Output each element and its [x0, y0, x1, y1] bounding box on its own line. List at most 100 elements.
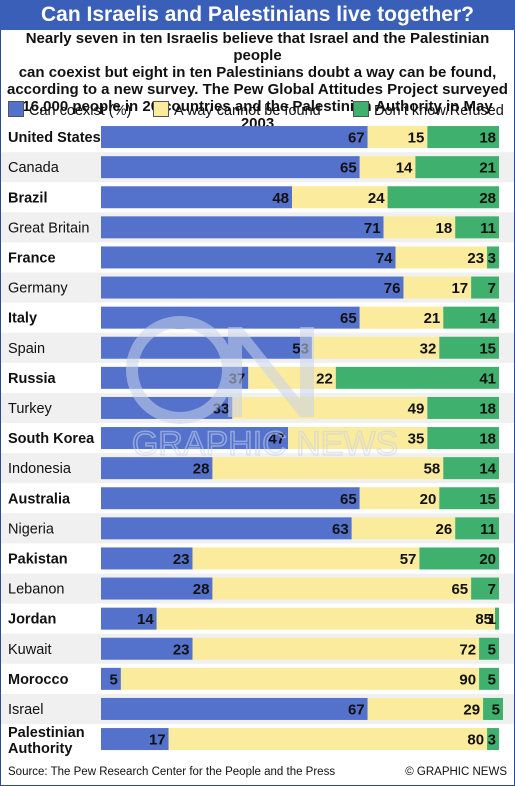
- bar-segment-cannot: [156, 607, 496, 630]
- data-label: 5: [488, 641, 496, 658]
- bar-segment-cannot: [359, 156, 416, 179]
- bar-segment-dontknow: [443, 306, 499, 329]
- category-label: Nigeria: [8, 521, 55, 537]
- bar-segment-coexist: [101, 487, 360, 510]
- data-label: 14: [396, 160, 413, 177]
- data-label: 28: [193, 581, 210, 598]
- data-label: 32: [420, 340, 437, 357]
- bar-segment-coexist: [101, 607, 157, 630]
- category-label: Great Britain: [8, 220, 89, 236]
- legend-swatch-coexist: [8, 101, 24, 117]
- bar-segment-cannot: [192, 637, 480, 660]
- category-label: Italy: [8, 311, 37, 327]
- bar-segment-coexist: [101, 577, 213, 600]
- data-label: 41: [479, 370, 496, 387]
- data-label: 23: [173, 641, 190, 658]
- bar-segment-coexist: [101, 728, 169, 751]
- legend-swatch-cannot: [153, 101, 169, 117]
- data-label: 3: [488, 250, 496, 267]
- legend-swatch-dontknow: [353, 101, 369, 117]
- data-label: 7: [488, 581, 496, 598]
- data-label: 28: [479, 190, 496, 207]
- data-label: 71: [364, 220, 381, 237]
- data-label: 74: [376, 250, 393, 267]
- bar-segment-cannot: [288, 427, 428, 450]
- bar-segment-coexist: [101, 667, 121, 690]
- bar-segment-cannot: [395, 246, 488, 269]
- data-label: 15: [479, 491, 496, 508]
- data-label: 24: [368, 190, 385, 207]
- category-label-line: Lebanon: [8, 582, 64, 598]
- data-label: 18: [436, 220, 453, 237]
- legend-label-coexist: Can coexist (%): [29, 103, 132, 119]
- data-label: 15: [408, 130, 425, 147]
- data-label: 14: [137, 611, 154, 628]
- category-label-line: France: [8, 250, 56, 266]
- bar-segment-dontknow: [427, 427, 499, 450]
- data-label: 80: [467, 732, 484, 749]
- bar-segment-cannot: [192, 547, 420, 570]
- category-label: Palestinian Authority: [8, 725, 85, 757]
- bar-segment-coexist: [101, 156, 360, 179]
- data-label: 5: [488, 671, 496, 688]
- legend-label-cannot: A way cannot be found: [174, 103, 321, 119]
- bar-segment-dontknow: [455, 517, 499, 540]
- bar-segment-cannot: [120, 667, 480, 690]
- bar-segment-coexist: [101, 216, 384, 239]
- category-label: Turkey: [8, 401, 53, 417]
- bar-segment-cannot: [383, 216, 456, 239]
- bar-segment-cannot: [367, 697, 484, 720]
- bar-segment-cannot: [292, 186, 388, 209]
- data-label: 18: [479, 400, 496, 417]
- category-label: Australia: [8, 491, 71, 507]
- data-label: 85: [475, 611, 492, 628]
- category-label: Kuwait: [8, 642, 52, 658]
- data-label: 20: [420, 491, 437, 508]
- category-label-line: Israel: [8, 702, 43, 718]
- data-label: 76: [384, 280, 401, 297]
- data-label: 1: [488, 611, 496, 628]
- watermark-text: GRAPHIC NEWS: [132, 425, 398, 463]
- category-label-line: Nigeria: [8, 521, 55, 537]
- data-label: 14: [479, 310, 496, 327]
- category-label-line: Indonesia: [8, 461, 72, 477]
- bar-segment-dontknow: [439, 336, 499, 359]
- data-label: 57: [400, 551, 417, 568]
- category-label: United States: [8, 130, 101, 146]
- data-label: 49: [408, 400, 425, 417]
- bar-segment-cannot: [232, 396, 428, 419]
- category-label-line: Spain: [8, 341, 45, 357]
- data-label: 15: [479, 340, 496, 357]
- data-label: 35: [408, 431, 425, 448]
- category-label-line: Canada: [8, 160, 60, 176]
- data-label: 65: [340, 491, 357, 508]
- bar-segment-cannot: [359, 487, 440, 510]
- graphic-news-watermark-icon: GRAPHIC NEWS: [126, 316, 399, 464]
- bar-segment-coexist: [101, 697, 368, 720]
- subtitle-line-3: according to a new survey. The Pew Globa…: [7, 81, 508, 98]
- category-label: Lebanon: [8, 582, 64, 598]
- data-label: 65: [340, 160, 357, 177]
- data-label: 28: [193, 461, 210, 478]
- chart-title: Can Israelis and Palestinians live toget…: [0, 0, 515, 30]
- category-label-line: Palestinian: [8, 725, 85, 741]
- category-label: Jordan: [8, 612, 56, 628]
- category-label: Spain: [8, 341, 45, 357]
- bar-segment-cannot: [212, 577, 472, 600]
- bar-segment-cannot: [212, 457, 444, 480]
- bar-segment-coexist: [101, 457, 213, 480]
- data-label: 17: [149, 732, 166, 749]
- category-label-line: Morocco: [8, 672, 69, 688]
- data-label: 26: [436, 521, 453, 538]
- category-label: Pakistan: [8, 551, 68, 567]
- bar-segment-dontknow: [483, 697, 503, 720]
- data-label: 22: [316, 370, 333, 387]
- data-label: 11: [480, 220, 496, 237]
- category-label-line: Australia: [8, 491, 71, 507]
- data-label: 11: [480, 521, 496, 538]
- category-label: Canada: [8, 160, 60, 176]
- category-label-line: Turkey: [8, 401, 53, 417]
- data-label: 7: [488, 280, 496, 297]
- bar-segment-dontknow: [471, 577, 499, 600]
- credit-note: © GRAPHIC NEWS: [405, 766, 507, 778]
